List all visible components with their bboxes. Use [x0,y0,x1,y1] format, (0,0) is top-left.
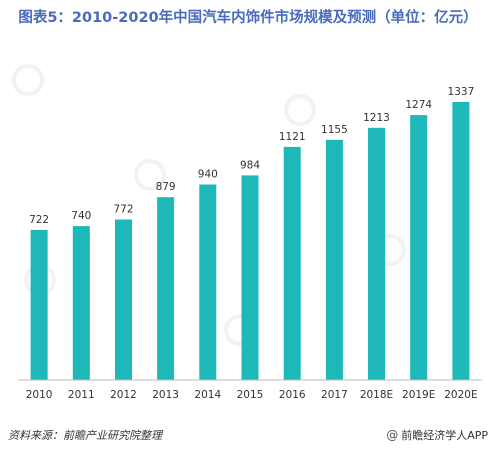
value-label-2012: 772 [113,204,133,216]
brand-name: 前瞻经济学人APP [401,429,488,442]
chart-title: 图表5：2010-2020年中国汽车内饰件市场规模及预测（单位：亿元） [18,10,478,26]
value-label-2015: 984 [240,159,260,171]
bar-2011 [72,226,90,380]
tick-label-2018E: 2018E [360,389,393,401]
bar-2013 [157,197,175,380]
bar-2012 [115,219,132,380]
source-note: 资料来源：前瞻产业研究院整理 [8,429,162,442]
bar-2019E [410,115,428,380]
value-labels-group: 722 740 772 879 940 984 1121 1155 1213 1274 1337 [29,86,474,226]
tick-label-2010: 2010 [26,389,53,401]
footer: 资料来源：前瞻产业研究院整理 @ 前瞻经济学人APP [0,424,496,448]
value-label-2013: 879 [156,181,176,193]
tick-label-2019E: 2019E [402,389,435,401]
bars-group [30,102,470,380]
tick-label-2015: 2015 [237,389,264,401]
watermark-logo-icon [284,94,316,126]
tick-label-2011: 2011 [68,389,95,401]
bar-2016 [283,146,301,380]
value-label-2016: 1121 [279,131,306,143]
brand-credit: @ 前瞻经济学人APP [386,427,488,443]
bar-2015 [241,175,259,380]
tick-label-2017: 2017 [321,389,348,401]
bar-2018E [368,127,385,380]
tick-label-2020E: 2020E [444,389,477,401]
value-label-2014: 940 [198,169,218,181]
watermark-logo-icon [134,159,166,191]
tick-label-2012: 2012 [110,389,137,401]
value-label-2011: 740 [71,210,91,222]
value-label-2020E: 1337 [448,86,475,98]
at-sign-icon: @ [386,428,399,442]
value-label-2018E: 1213 [363,112,390,124]
tick-label-2016: 2016 [279,389,306,401]
bar-2017 [325,139,343,380]
value-label-2017: 1155 [321,124,348,136]
tick-label-2014: 2014 [194,389,221,401]
value-label-2010: 722 [29,214,49,226]
bar-2020E [452,102,470,380]
bar-2014 [199,184,217,380]
value-label-2019E: 1274 [405,99,432,111]
tick-label-2013: 2013 [152,389,179,401]
bar-2010 [30,229,48,380]
watermark-logo-icon [12,64,44,96]
tick-labels-group: 2010 2011 2012 2013 2014 2015 2016 2017 2018E 201… [26,389,478,401]
